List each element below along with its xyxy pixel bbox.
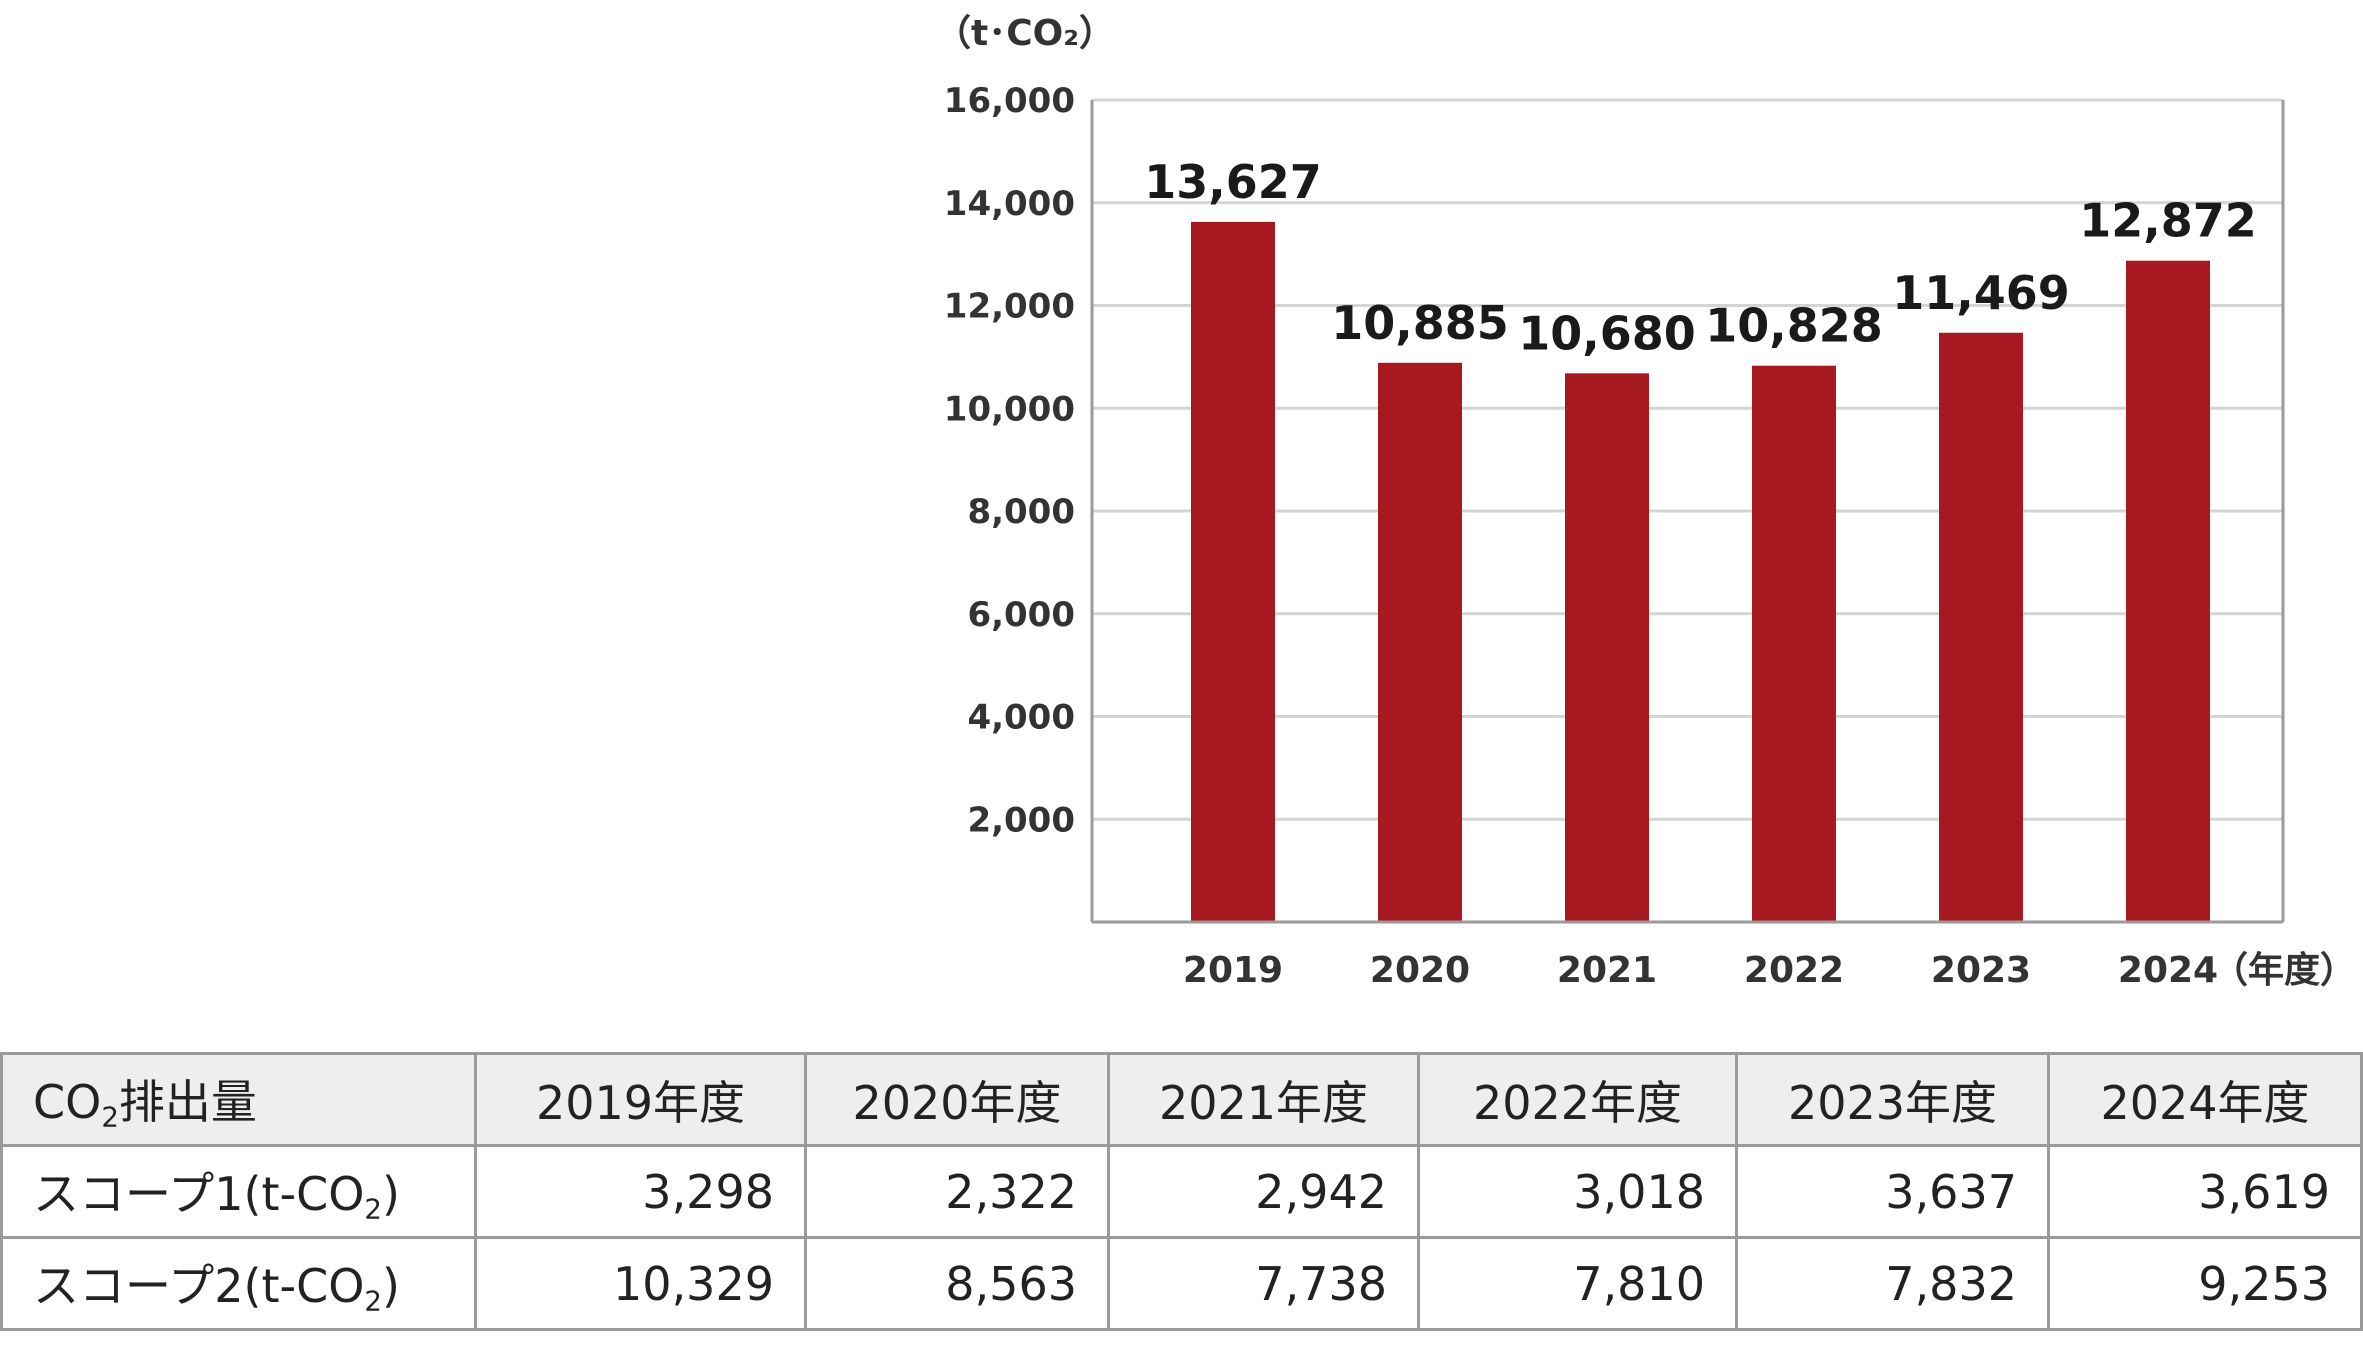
table-cell: 2,942 [1107,1144,1420,1239]
bar-value-label: 12,872 [2079,194,2257,248]
y-tick-label: 4,000 [967,698,1075,738]
x-axis-unit-label: （年度） [2212,950,2356,991]
bar [2126,260,2210,922]
row-label-scope1: スコープ1(t-CO2) [0,1144,477,1239]
table-cell: 8,563 [804,1236,1110,1331]
row-label-end: ) [381,1166,400,1221]
bar [1939,332,2023,922]
bar [1565,373,1649,922]
table-header-row: CO2排出量 2019年度 2020年度 2021年度 2022年度 2023年… [0,1052,2363,1147]
y-tick-label: 8,000 [967,492,1075,532]
gridlines [1092,98,2283,821]
y-tick-label: 2,000 [967,800,1075,840]
header-co: CO [33,1074,102,1129]
x-tick-label: 2020 [1370,950,1470,991]
bar [1191,221,1275,923]
table-cell: 3,637 [1735,1144,2050,1239]
y-tick-label: 6,000 [967,595,1075,635]
y-tick-label: 16,000 [944,81,1075,121]
table-column-header: 2023年度 [1735,1052,2050,1147]
row-label-text: スコープ1(t-CO [33,1166,365,1221]
bar-value-label: 13,627 [1144,155,1322,209]
x-tick-label: 2024 [2118,950,2218,991]
bar-value-label: 10,680 [1518,306,1696,360]
table-column-header: 2020年度 [804,1052,1110,1147]
header-rest: 排出量 [118,1074,257,1129]
bars [1191,221,2210,923]
table-row-scope2: スコープ2(t-CO2) 10,329 8,563 7,738 7,810 7,… [0,1236,2363,1331]
table-column-header: 2019年度 [474,1052,807,1147]
table-cell: 3,619 [2047,1144,2363,1239]
header-subscript: 2 [101,1100,119,1134]
emissions-table: CO2排出量 2019年度 2020年度 2021年度 2022年度 2023年… [0,1052,2363,1331]
table-column-header: 2021年度 [1107,1052,1420,1147]
bar-value-label: 11,469 [1892,266,2070,320]
x-tick-label: 2021 [1557,950,1657,991]
row-label-end: ) [381,1258,400,1313]
row-label-subscript: 2 [364,1192,382,1226]
x-tick-label: 2022 [1744,950,1844,991]
bar [1378,362,1462,923]
table-cell: 7,832 [1735,1236,2050,1331]
bar-value-label: 10,885 [1331,296,1509,350]
table-column-header: 2024年度 [2047,1052,2363,1147]
table-cell: 7,738 [1107,1236,1420,1331]
table-cell: 2,322 [804,1144,1110,1239]
table-cell: 9,253 [2047,1236,2363,1331]
table-cell: 3,298 [474,1144,807,1239]
y-tick-label: 14,000 [944,184,1075,224]
x-axis-ticks: 2019 2020 2021 2022 2023 2024 [1183,950,2218,991]
table-row-scope1: スコープ1(t-CO2) 3,298 2,322 2,942 3,018 3,6… [0,1144,2363,1239]
row-label-scope2: スコープ2(t-CO2) [0,1236,477,1331]
table-header-label: CO2排出量 [0,1052,477,1147]
x-tick-label: 2019 [1183,950,1283,991]
table-cell: 7,810 [1417,1236,1738,1331]
y-axis-ticks: 2,000 4,000 6,000 8,000 10,000 12,000 14,000 16… [944,81,1075,840]
y-axis-unit-label: （t･CO₂） [935,13,1115,54]
row-label-text: スコープ2(t-CO [33,1258,365,1313]
table-column-header: 2022年度 [1417,1052,1738,1147]
x-tick-label: 2023 [1931,950,2031,991]
table-cell: 3,018 [1417,1144,1738,1239]
bar [1752,365,1836,922]
y-tick-label: 10,000 [944,389,1075,429]
table-cell: 10,329 [474,1236,807,1331]
bar-value-label: 10,828 [1705,299,1883,353]
row-label-subscript: 2 [364,1284,382,1318]
y-tick-label: 12,000 [944,287,1075,327]
